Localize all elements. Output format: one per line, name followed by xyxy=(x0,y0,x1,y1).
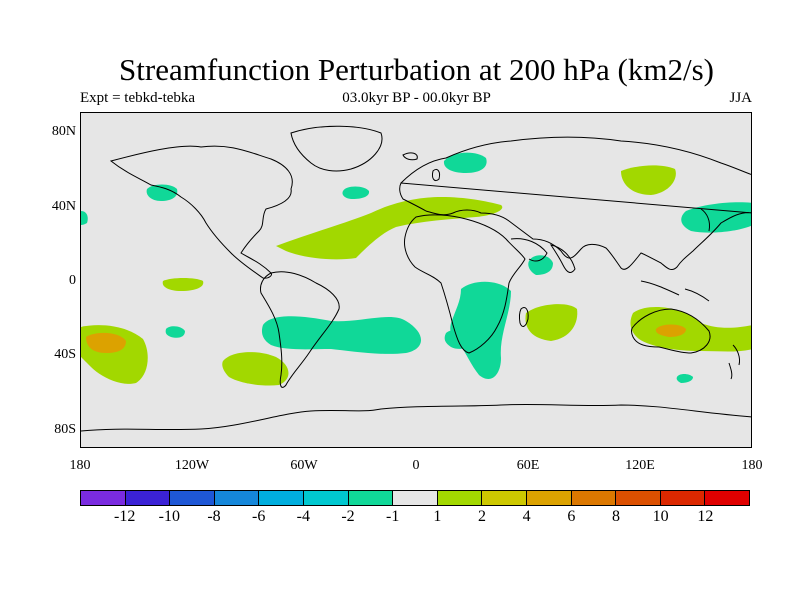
coast-north-america xyxy=(109,145,293,279)
region-nw-pacific xyxy=(681,202,751,233)
colorbar-box xyxy=(170,491,215,505)
colorbar-box xyxy=(705,491,749,505)
lon-tick-180-left: 180 xyxy=(69,458,91,473)
map-plot-area xyxy=(80,112,752,448)
colorbar-box xyxy=(348,491,394,505)
lon-tick-120e: 120E xyxy=(625,458,655,473)
lat-tick-0: 0 xyxy=(69,273,76,288)
colorbar-label: 2 xyxy=(478,508,486,525)
region-southern-south-america xyxy=(222,352,289,386)
colorbar-label: -8 xyxy=(207,508,221,525)
colorbar-label: -4 xyxy=(296,508,310,525)
colorbar-box xyxy=(482,491,527,505)
chart-title: Streamfunction Perturbation at 200 hPa (… xyxy=(119,52,714,87)
region-tropical-east-pacific xyxy=(162,278,204,291)
coast-japan xyxy=(700,208,710,232)
season-label: JJA xyxy=(729,90,752,106)
colorbar-label: 12 xyxy=(697,508,714,525)
region-australia-core xyxy=(655,324,686,337)
time-range-label: 03.0kyr BP - 00.0kyr BP xyxy=(342,90,491,106)
colorbar-label: 1 xyxy=(433,508,442,525)
coast-madagascar xyxy=(518,306,529,327)
lon-tick-120w: 120W xyxy=(174,458,210,473)
colorbar-label: 8 xyxy=(612,508,620,525)
coast-australia xyxy=(631,308,711,354)
coast-arabia-india xyxy=(510,238,576,273)
lat-tick-40n: 40N xyxy=(51,199,76,214)
coast-south-america xyxy=(260,271,340,388)
colorbar-box xyxy=(214,491,260,505)
region-central-indian xyxy=(525,304,578,341)
lat-tick-80n: 80N xyxy=(51,124,76,139)
region-south-atlantic xyxy=(261,316,421,354)
region-se-africa xyxy=(450,281,511,379)
coast-africa xyxy=(404,214,526,354)
colorbar-label: -6 xyxy=(251,508,266,525)
colorbar-label: 4 xyxy=(522,508,531,525)
colorbar-label: -1 xyxy=(385,508,400,525)
region-south-pacific xyxy=(81,325,148,384)
colorbar-box xyxy=(81,491,126,505)
lon-tick-180-right: 180 xyxy=(741,458,763,473)
colorbar-label: 6 xyxy=(567,508,576,525)
coast-greenland xyxy=(290,125,383,172)
colorbar-label: 10 xyxy=(652,508,669,525)
lat-tick-40s: 40S xyxy=(54,347,76,362)
lon-tick-60e: 60E xyxy=(516,458,540,473)
colorbar-label: -2 xyxy=(341,508,355,525)
lat-tick-80s: 80S xyxy=(54,422,76,437)
region-equatorial-indian xyxy=(528,255,553,275)
region-se-africa-south xyxy=(444,329,473,349)
colorbar-label: -10 xyxy=(158,508,180,525)
region-south-pacific-core xyxy=(86,332,126,353)
lon-tick-60w: 60W xyxy=(290,458,318,473)
colorbar xyxy=(80,490,750,506)
colorbar-box xyxy=(393,491,438,505)
colorbar-box xyxy=(660,491,706,505)
region-scandinavia xyxy=(443,152,487,173)
map-svg xyxy=(81,125,751,432)
experiment-label: Expt = tebkd-tebka xyxy=(80,90,196,106)
region-south-indian-small xyxy=(676,374,693,383)
coastlines xyxy=(81,125,751,432)
colorbar-box xyxy=(437,491,483,505)
region-north-pacific xyxy=(621,165,676,195)
region-north-atlantic-midlat xyxy=(342,186,370,199)
colorbar-box xyxy=(616,491,661,505)
colorbar-label: -12 xyxy=(113,508,136,525)
region-atlantic-west-edge xyxy=(81,211,88,225)
coast-antarctica xyxy=(81,403,751,432)
colorbar-box xyxy=(571,491,617,505)
colorbar-box xyxy=(259,491,304,505)
coast-iceland xyxy=(402,152,418,161)
coast-new-zealand xyxy=(728,344,740,380)
colorbar-box xyxy=(303,491,349,505)
colorbar-box xyxy=(526,491,572,505)
colorbar-box xyxy=(125,491,171,505)
lon-tick-0: 0 xyxy=(412,458,420,473)
coast-indonesia xyxy=(640,280,710,302)
region-australia xyxy=(630,307,751,352)
region-east-pacific-south xyxy=(165,326,185,338)
region-ne-pacific xyxy=(146,184,178,201)
coast-uk xyxy=(432,168,440,182)
region-north-atlantic-mediterranean xyxy=(276,197,503,260)
